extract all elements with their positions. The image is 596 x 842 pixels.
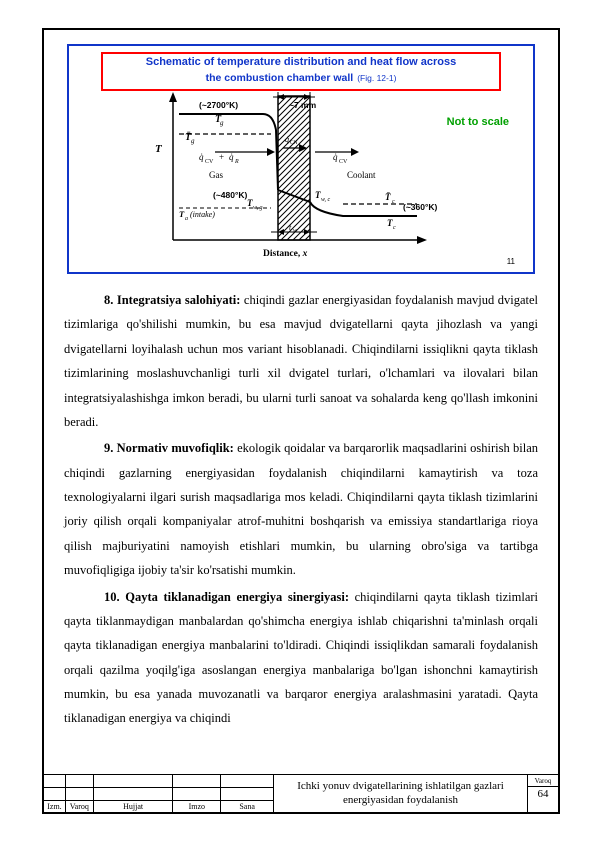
p8-body: chiqindi gazlar energiyasidan foydalanis… xyxy=(64,293,538,429)
svg-text:a: a xyxy=(185,216,188,222)
svg-text:~7 mm: ~7 mm xyxy=(289,100,317,110)
title-block-right: Varoq 64 xyxy=(528,775,558,812)
p9-body: ekologik qoidalar va barqarorlik maqsadl… xyxy=(64,441,538,577)
svg-text:c: c xyxy=(393,225,396,231)
svg-text:w, g: w, g xyxy=(253,205,263,211)
content-area: Schematic of temperature distribution an… xyxy=(44,30,558,731)
svg-text:Coolant: Coolant xyxy=(347,170,376,180)
svg-text:+: + xyxy=(219,152,224,162)
svg-text:g: g xyxy=(220,119,224,127)
svg-text:(~360°K): (~360°K) xyxy=(403,202,438,212)
svg-text:R: R xyxy=(234,159,239,165)
svg-text:q̇: q̇ xyxy=(285,135,289,144)
label-sana: Sana xyxy=(221,800,273,812)
title-block-left: Izm. Varoq Hujjat Imzo Sana xyxy=(44,775,274,812)
svg-text:(~480°K): (~480°K) xyxy=(213,190,248,200)
p10-heading: 10. Qayta tiklanadigan energiya sinergiy… xyxy=(104,590,349,604)
svg-text:q̇: q̇ xyxy=(333,152,338,162)
svg-text:T: T xyxy=(155,143,163,155)
svg-text:(~2700°K): (~2700°K) xyxy=(199,100,238,110)
svg-text:g: g xyxy=(191,137,195,145)
label-varoq: Varoq xyxy=(66,800,94,812)
paragraph-8: 8. Integratsiya salohiyati: chiqindi gaz… xyxy=(64,288,538,434)
diagram-svg: Fraction of mm ~7 mm (~2700°K) T g T̄ g … xyxy=(143,90,463,266)
svg-text:Gas: Gas xyxy=(209,170,223,180)
varoq-label: Varoq xyxy=(528,775,558,787)
svg-text:w: w xyxy=(293,228,297,234)
page-frame: Schematic of temperature distribution an… xyxy=(42,28,560,814)
svg-text:w, c: w, c xyxy=(321,197,331,203)
svg-text:CV: CV xyxy=(205,159,214,165)
slide-number: 11 xyxy=(507,257,515,266)
label-hujjat: Hujjat xyxy=(94,800,174,812)
svg-text:c: c xyxy=(392,199,395,205)
page-number: 64 xyxy=(528,787,558,812)
svg-text:CV: CV xyxy=(339,159,348,165)
schematic-diagram: Fraction of mm ~7 mm (~2700°K) T g T̄ g … xyxy=(143,90,463,266)
svg-text:q̇: q̇ xyxy=(229,152,234,162)
p8-heading: 8. Integratsiya salohiyati: xyxy=(104,293,240,307)
svg-text:(intake): (intake) xyxy=(190,210,215,219)
p9-heading: 9. Normativ muvofiqlik: xyxy=(104,441,234,455)
paragraph-10: 10. Qayta tiklanadigan energiya sinergiy… xyxy=(64,585,538,731)
svg-text:T̄: T̄ xyxy=(385,192,391,202)
figure-container: Schematic of temperature distribution an… xyxy=(67,44,535,274)
figure-title-line1: Schematic of temperature distribution an… xyxy=(113,56,489,68)
p10-body: chiqindilarni qayta tiklash tizimlari qa… xyxy=(64,590,538,726)
title-block-center: Ichki yonuv dvigatellarining ishlatilgan… xyxy=(274,775,528,812)
label-imzo: Imzo xyxy=(173,800,221,812)
figure-title-box: Schematic of temperature distribution an… xyxy=(101,52,501,91)
title-block: Izm. Varoq Hujjat Imzo Sana Ichki yonuv … xyxy=(44,774,558,812)
svg-text:CN: CN xyxy=(290,140,298,146)
svg-text:Distance, x: Distance, x xyxy=(263,249,308,259)
svg-text:q̇: q̇ xyxy=(199,152,204,162)
paragraph-9: 9. Normativ muvofiqlik: ekologik qoidala… xyxy=(64,436,538,582)
figure-title-line2: the combustion chamber wall (Fig. 12-1) xyxy=(113,68,489,86)
label-izm: Izm. xyxy=(44,800,66,812)
svg-text:Fraction of mm: Fraction of mm xyxy=(260,90,322,91)
